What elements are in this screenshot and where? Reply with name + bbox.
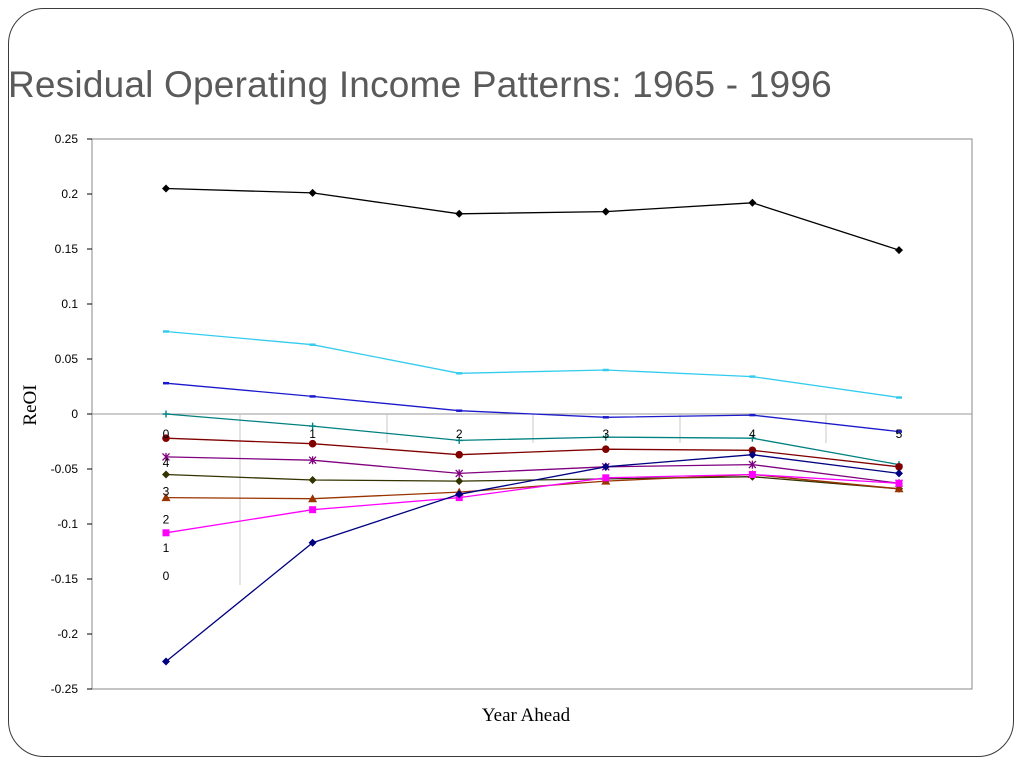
data-point	[308, 439, 317, 448]
data-point	[748, 471, 756, 478]
x-axis-title: Year Ahead	[482, 705, 571, 726]
slide-title: Residual Operating Income Patterns: 1965…	[8, 64, 832, 105]
data-point	[309, 422, 317, 430]
data-point	[455, 477, 464, 486]
data-point	[748, 446, 757, 455]
y-tick-label: -0.2	[57, 627, 78, 641]
data-point	[308, 188, 317, 197]
data-point	[895, 246, 903, 255]
y-tick-label: -0.1	[57, 517, 78, 531]
y-tick-label: 0.05	[55, 352, 79, 366]
data-point	[309, 506, 317, 514]
data-point	[455, 209, 464, 218]
data-point	[602, 433, 610, 441]
data-point	[748, 198, 757, 207]
x-tick-label: 4	[749, 427, 756, 441]
x-tick-label: 2	[456, 427, 463, 441]
data-point	[601, 207, 610, 216]
y-tick-label: -0.15	[51, 572, 79, 586]
series-line	[165, 413, 900, 466]
data-point	[308, 456, 317, 465]
data-point	[162, 529, 170, 537]
y-tick-label: 0.25	[55, 132, 79, 146]
stray-label: 2	[163, 513, 170, 527]
data-point	[602, 445, 610, 454]
stray-label: 1	[163, 541, 170, 555]
series-line	[165, 187, 900, 251]
data-point	[455, 490, 464, 499]
data-point	[162, 657, 170, 666]
x-tick-label: 0	[163, 427, 170, 441]
series-line	[165, 473, 900, 500]
data-point	[308, 494, 318, 503]
stray-label: 3	[163, 484, 170, 498]
data-point	[455, 469, 464, 478]
data-point	[748, 450, 757, 459]
series-line	[165, 456, 900, 484]
data-point	[748, 434, 756, 442]
y-axis-title: ReOI	[20, 384, 41, 425]
stray-label: 4	[163, 456, 170, 470]
y-tick-label: 0.1	[61, 297, 78, 311]
data-point	[895, 469, 903, 478]
y-tick-label: 0	[71, 407, 78, 421]
data-point	[894, 484, 904, 493]
data-point	[455, 436, 463, 444]
x-tick-label: 3	[602, 427, 609, 441]
series-line	[165, 473, 900, 534]
y-tick-label: 0.15	[55, 242, 79, 256]
data-point	[748, 460, 757, 469]
data-point	[895, 479, 903, 487]
data-point	[895, 463, 903, 471]
series-line	[165, 330, 900, 399]
y-tick-label: -0.05	[51, 462, 79, 476]
y-tick-label: -0.25	[51, 682, 79, 696]
data-point	[162, 410, 170, 418]
data-point	[162, 184, 170, 193]
x-tick-label: 1	[309, 427, 316, 441]
data-point	[162, 434, 170, 443]
data-point	[162, 470, 170, 479]
data-point	[455, 450, 464, 459]
data-point	[601, 462, 610, 471]
data-point	[308, 538, 317, 547]
data-point	[308, 476, 317, 484]
data-point	[162, 452, 170, 461]
data-point	[602, 474, 610, 482]
series-line	[165, 454, 900, 663]
data-point	[161, 493, 171, 502]
stray-label: 0	[163, 569, 170, 583]
slide-frame	[8, 8, 1014, 757]
series-line	[165, 382, 900, 433]
x-tick-label: 5	[896, 427, 903, 441]
series-line	[165, 437, 900, 468]
y-tick-label: 0.2	[61, 187, 78, 201]
